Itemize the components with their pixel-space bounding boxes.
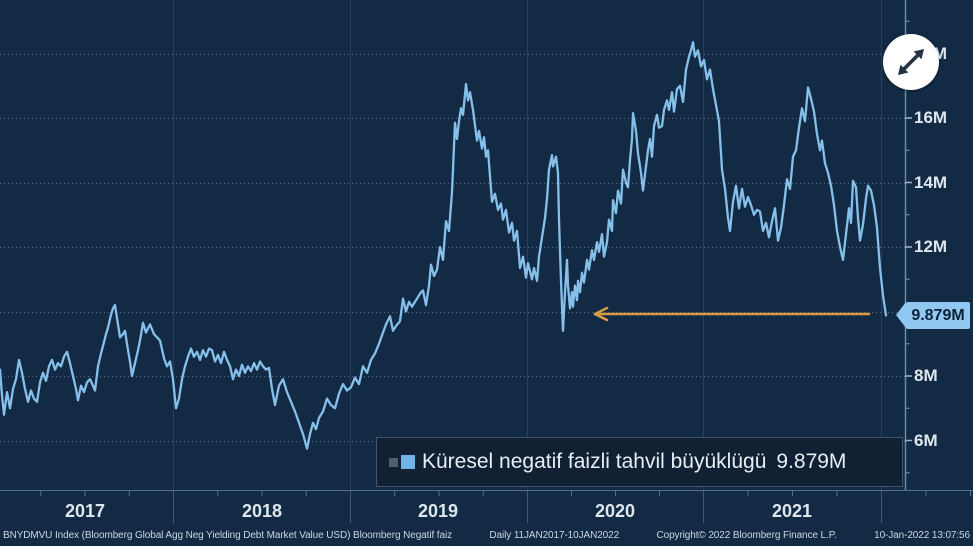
x-axis-year-label: 2020 — [594, 501, 636, 521]
footer-timestamp: 10-Jan-2022 13:07:56 — [874, 529, 970, 541]
legend: Küresel negatif faizli tahvil büyüklügü … — [376, 437, 903, 487]
legend-series-label: Küresel negatif faizli tahvil büyüklügü — [422, 450, 767, 473]
x-axis-year-label: 2017 — [64, 501, 106, 521]
footer-date-range: Daily 11JAN2017-10JAN2022 — [489, 529, 620, 541]
x-axis-year-label: 2018 — [241, 501, 283, 521]
y-axis-label: 16M — [914, 108, 948, 127]
x-axis-year-label: 2021 — [771, 501, 813, 521]
y-axis-label: 14M — [914, 172, 948, 192]
y-axis-label: 6M — [914, 430, 938, 450]
series-line — [0, 41, 888, 450]
legend-series-value: 9.879M — [776, 450, 847, 473]
y-axis-label: 8M — [914, 366, 938, 385]
footer-index-description: BNYDMVU Index (Bloomberg Global Agg Neg … — [3, 529, 452, 541]
annotation-arrowhead — [593, 312, 609, 322]
footer-copyright: Copyright© 2022 Bloomberg Finance L.P. — [656, 529, 837, 541]
annotation-arrowhead — [593, 306, 609, 316]
expand-button[interactable] — [883, 34, 939, 90]
legend-marker-gray-icon — [389, 457, 398, 467]
last-value-tag: 9.879M — [896, 302, 970, 329]
legend-marker-blue-icon — [401, 455, 415, 469]
chart-footer: BNYDMVU Index (Bloomberg Global Agg Neg … — [3, 527, 970, 543]
y-axis-label: 12M — [914, 237, 948, 256]
x-axis-year-label: 2019 — [417, 501, 459, 521]
expand-diagonal-arrow-icon — [898, 49, 924, 75]
